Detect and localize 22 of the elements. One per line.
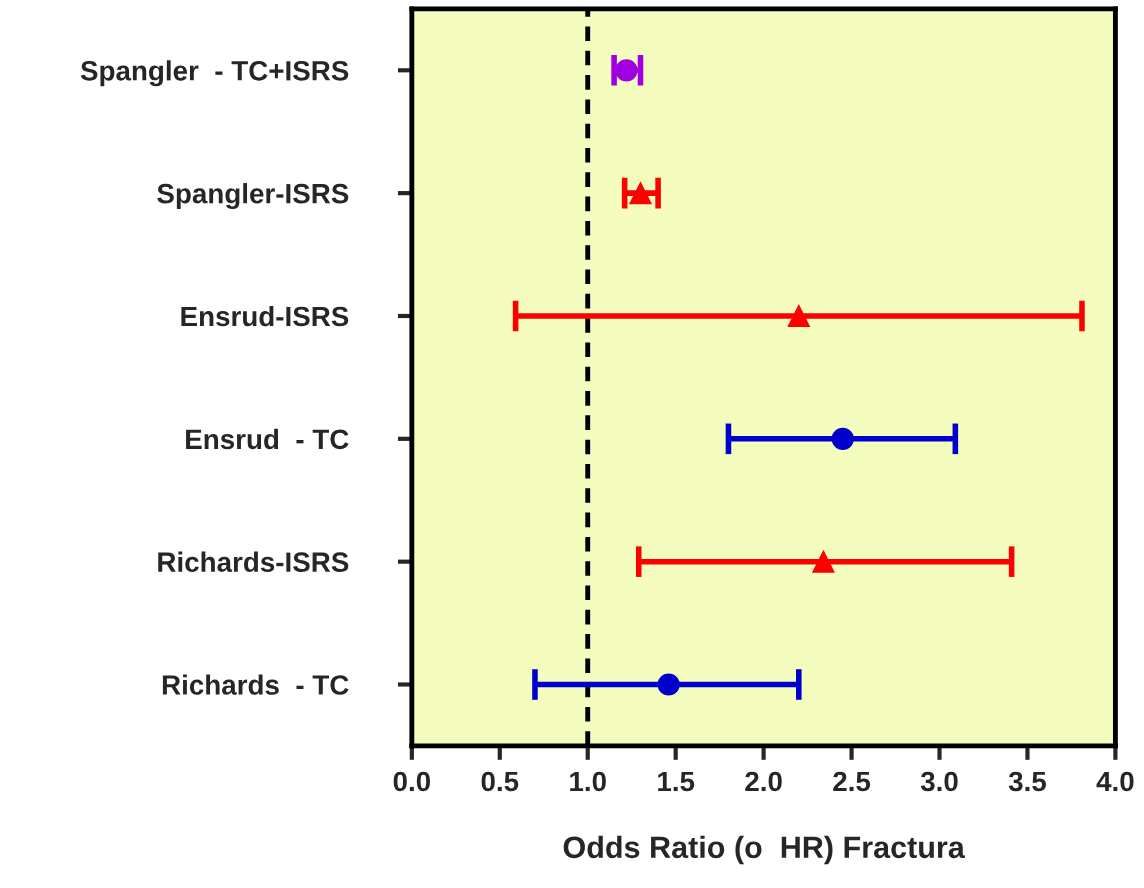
x-tick-label: 3.0	[920, 771, 958, 792]
x-tick-label: 1.0	[570, 771, 606, 792]
y-tick-label: Richards-ISRS	[158, 551, 349, 572]
x-tick-label: 0.0	[393, 771, 431, 792]
x-tick-label: 4.0	[1096, 771, 1134, 792]
x-tick-label: 1.5	[658, 771, 695, 792]
point	[831, 427, 854, 450]
point	[629, 182, 652, 205]
point	[787, 304, 810, 328]
x-axis-title: Odds Ratio (o HR) Fractura	[563, 835, 965, 865]
point	[657, 673, 680, 696]
x-tick-label: 3.5	[1008, 771, 1046, 792]
x-tick-label: 2.0	[745, 771, 782, 792]
y-tick-label: Ensrud - TC	[186, 428, 349, 450]
y-tick-label: Ensrud-ISRS	[181, 305, 349, 327]
x-tick-label: 0.5	[481, 771, 519, 792]
y-tick-label: Spangler-ISRS	[157, 183, 349, 210]
y-tick-label: Richards - TC	[162, 674, 349, 695]
point	[812, 550, 835, 573]
y-tick-label: Spangler - TC+ISRS	[80, 60, 349, 87]
x-tick-label: 2.5	[833, 771, 871, 792]
point	[615, 59, 638, 82]
